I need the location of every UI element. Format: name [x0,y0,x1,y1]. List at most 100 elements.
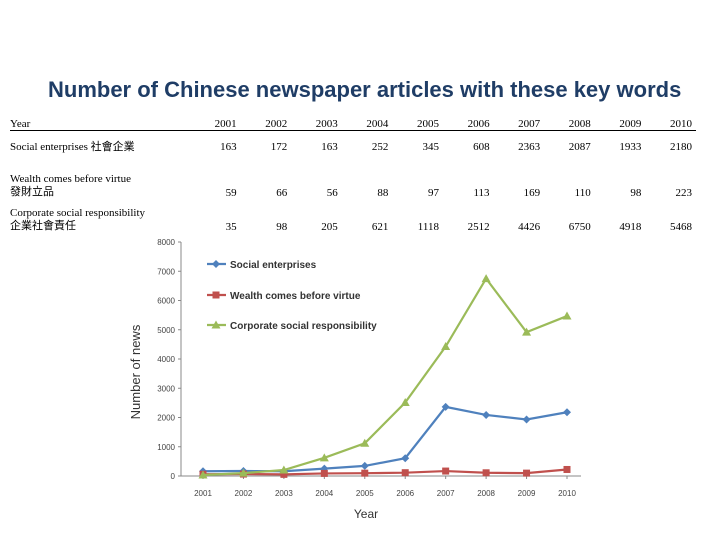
row-label: Wealth comes before virtue 發財立品 [10,171,190,199]
data-point-marker [522,415,531,424]
table-header-row: Year 2001 2002 2003 2004 2005 2006 2007 … [10,112,696,131]
table-cell: 110 [574,187,591,199]
table-cell: 98 [630,187,642,199]
x-tick-label: 2005 [356,489,374,498]
row-label-line: Corporate social responsibility [10,207,146,219]
y-tick-label: 6000 [157,297,175,306]
table-year-header: 2007 [493,112,545,131]
x-tick-label: 2010 [558,489,576,498]
data-point-marker [361,469,369,477]
table-cell: 113 [473,187,490,199]
row-label-line: 發財立品 [10,186,54,198]
data-point-marker [401,454,410,463]
data-point-marker [199,467,207,476]
data-point-marker [562,311,572,320]
table-cell: 56 [326,187,338,199]
data-point-marker [481,274,491,283]
table-year-header: 2006 [442,112,494,131]
data-point-marker [212,260,220,268]
table-cell: 98 [276,221,288,233]
plot-area: 0 1000 2000 3000 4000 5000 6000 7000 8000 2001 200… [157,238,581,498]
table-row: Social enterprises 社會企業 163 172 163 252 … [10,131,696,172]
data-point-marker [400,398,410,407]
data-point-marker [199,470,207,478]
table-year-header: 2002 [240,112,292,131]
table-cell: 2363 [518,141,541,153]
data-point-marker [441,402,450,411]
table-cell: 1933 [619,141,642,153]
y-axis-label: Number of news [128,324,143,419]
series-line [202,276,568,477]
table-cell: 172 [270,141,288,153]
table-cell: 608 [473,141,490,153]
data-point-marker [279,467,288,476]
y-tick-label: 4000 [157,355,175,364]
data-point-marker [319,453,329,462]
x-tick-label: 2008 [477,489,495,498]
y-tick-label: 2000 [157,414,175,423]
x-tick-label: 2007 [437,489,455,498]
table-year-header: 2008 [544,112,595,131]
row-label-line: 企業社會責任 [10,220,76,232]
data-point-marker [211,320,221,329]
table-year-header: 2005 [392,112,443,131]
table-cell: 97 [427,187,439,199]
data-point-marker [441,342,451,351]
data-point-marker [238,468,248,477]
series-line [202,405,568,473]
table-cell: 223 [675,187,693,199]
data-point-marker [563,465,571,473]
table-cell: 4426 [518,221,541,233]
row-label: Social enterprises 社會企業 [10,131,190,172]
table-cell: 6750 [568,221,591,233]
x-axis-label: Year [354,507,378,521]
table-year-header: 2009 [594,112,646,131]
chart-title: Number of Chinese newspaper articles wit… [48,77,682,102]
data-point-marker [522,327,532,336]
data-point-marker [212,291,220,299]
data-point-marker [482,410,491,419]
data-point-marker [360,438,370,447]
data-point-marker [523,469,531,477]
table-cell: 163 [321,141,338,153]
data-point-marker [360,461,369,470]
table-year-header: 2004 [341,112,393,131]
y-tick-label: 8000 [157,238,175,247]
table-cell: 59 [225,187,237,199]
data-point-marker [320,464,329,473]
data-point-marker [563,408,571,417]
table-cell: 2180 [670,141,692,153]
x-tick-label: 2004 [315,489,333,498]
legend-label: Wealth comes before virtue [230,291,361,302]
data-point-marker [320,469,328,477]
table-cell: 35 [225,221,237,233]
table-year-header: 2010 [645,112,696,131]
y-tick-label: 5000 [157,326,175,335]
data-point-marker [239,470,247,478]
table-cell: 4918 [619,221,642,233]
table-cell: 5468 [670,221,692,233]
table-cell: 621 [371,221,389,233]
table-row: Wealth comes before virtue 發財立品 59 66 56 … [10,171,696,199]
data-point-marker [401,469,409,477]
data-point-marker [442,467,450,475]
table-year-header: 2003 [291,112,342,131]
data-point-marker [239,466,248,475]
table-cell: 88 [377,187,389,199]
x-tick-label: 2006 [396,489,414,498]
table-cell: 163 [220,141,237,153]
legend-label: Corporate social responsibility [230,321,377,332]
y-tick-label: 7000 [157,267,175,276]
table-cell: 169 [523,187,541,199]
y-tick-label: 3000 [157,384,175,393]
table-cell: 2512 [467,221,490,233]
data-point-marker [279,465,289,474]
table-cell: 1118 [417,221,439,233]
table-cell: 345 [422,141,439,153]
y-tick-label: 0 [171,472,176,481]
data-point-marker [198,470,208,479]
table-cell: 2087 [568,141,591,153]
row-label-line: Wealth comes before virtue [10,173,131,185]
table-cell: 66 [276,187,288,199]
table-cell: 252 [371,141,389,153]
